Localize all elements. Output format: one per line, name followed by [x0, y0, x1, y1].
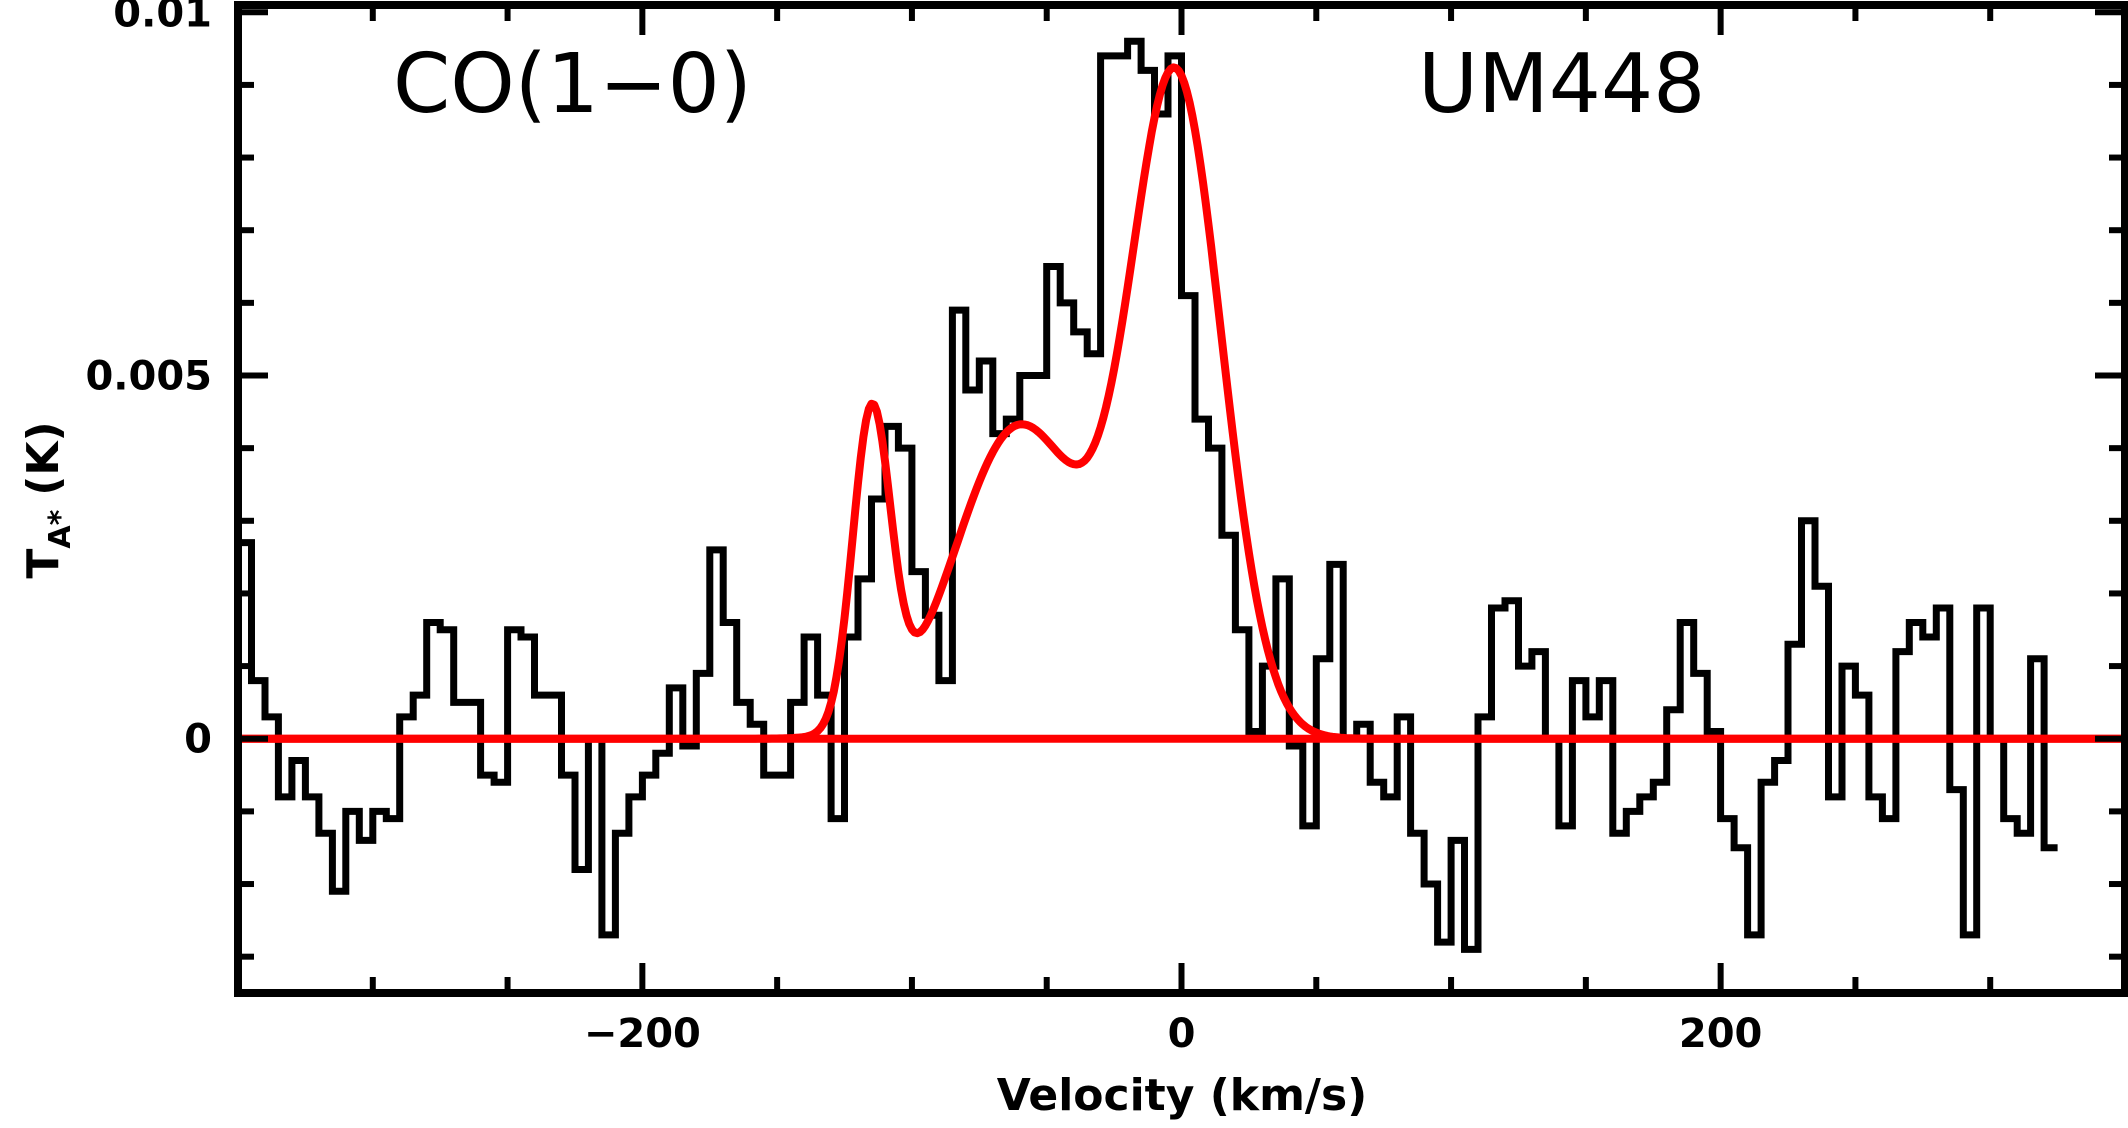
x-axis-label: Velocity (km/s): [997, 1070, 1368, 1121]
svg-text:TA*(K): TA* (K): [18, 421, 78, 578]
gaussian-fit-series: [236, 63, 2127, 743]
y-tick-label: 0.01: [113, 0, 212, 36]
y-axis-label: TA* (K): [18, 421, 78, 578]
spectrum-series: [238, 37, 2058, 953]
labels: CO(1−0) UM448 Velocity (km/s) TA* (K): [18, 37, 1705, 1121]
axes: −200 0 200 0 0.005 0.01: [85, 0, 2128, 1057]
plot-area: [236, 37, 2127, 953]
x-tick-label: −200: [584, 1011, 701, 1057]
source-annotation: UM448: [1418, 37, 1705, 132]
y-tick-label: 0: [184, 717, 212, 763]
y-axis-label-sub: A*: [43, 509, 78, 548]
x-tick-label: 200: [1679, 1011, 1763, 1057]
y-axis-label-main: T: [18, 549, 69, 579]
x-tick-label: 0: [1168, 1011, 1196, 1057]
y-tick-label: 0.005: [85, 354, 212, 400]
y-axis-label-unit: (K): [18, 421, 69, 495]
line-annotation: CO(1−0): [393, 37, 752, 132]
